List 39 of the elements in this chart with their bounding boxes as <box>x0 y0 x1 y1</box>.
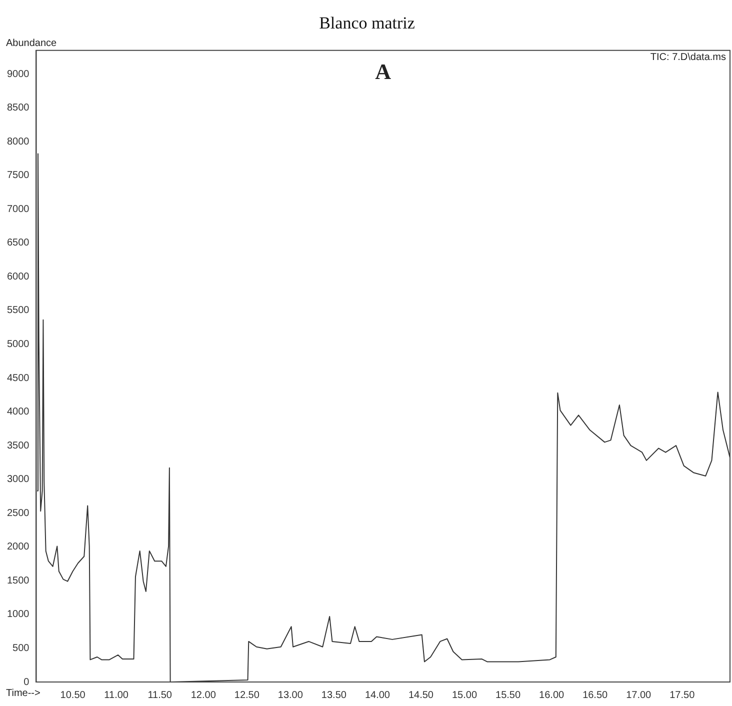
y-tick-label: 5000 <box>6 338 30 350</box>
x-tick-label: 15.50 <box>496 690 521 701</box>
x-tick-label: 16.50 <box>582 690 608 701</box>
y-tick-label: 6500 <box>6 238 30 249</box>
y-tick-label: 4000 <box>6 406 30 418</box>
y-tick-label: 9000 <box>6 68 30 80</box>
x-tick-label: 17.00 <box>626 690 652 701</box>
x-tick-label: 11.00 <box>104 690 129 701</box>
y-tick-label: 2500 <box>6 508 30 519</box>
y-tick-label: 4500 <box>6 372 30 384</box>
x-tick-label: 13.50 <box>321 690 347 701</box>
x-tick-label: 15.00 <box>452 690 478 701</box>
y-tick-label: 3000 <box>6 474 30 486</box>
y-tick-label: 2000 <box>6 542 30 553</box>
annotation: TIC: 7.D\data.ms <box>650 52 726 64</box>
y-tick-label: 6000 <box>6 271 30 282</box>
y-tick-label: 1500 <box>6 575 30 586</box>
x-tick-label: 12.00 <box>190 690 216 701</box>
x-tick-label: 12.50 <box>234 690 260 701</box>
y-tick-label: 500 <box>12 642 30 654</box>
annotation: A <box>375 59 392 84</box>
y-tick-label: 1000 <box>6 609 30 620</box>
y-tick-label: 0 <box>24 676 30 688</box>
x-tick-label: 14.00 <box>364 690 390 701</box>
y-tick-label: 7000 <box>6 204 30 215</box>
x-tick-label: 13.00 <box>278 690 304 701</box>
y-tick-label: 5500 <box>6 305 30 316</box>
x-tick-label: 11.50 <box>148 690 172 701</box>
y-tick-label: 8500 <box>6 102 30 114</box>
y-tick-label: 8000 <box>6 136 30 148</box>
x-tick-label: 14.50 <box>408 690 434 701</box>
x-tick-label: 17.50 <box>670 690 696 701</box>
y-tick-label: 7500 <box>6 170 30 182</box>
x-axis-title: Time--> <box>6 688 41 699</box>
x-tick-label: 16.00 <box>539 690 565 701</box>
y-axis-title: Abundance <box>6 38 58 50</box>
x-tick-label: 10.50 <box>60 690 86 701</box>
y-tick-label: 3500 <box>6 440 30 452</box>
chart-title: Blanco matriz <box>319 14 416 33</box>
